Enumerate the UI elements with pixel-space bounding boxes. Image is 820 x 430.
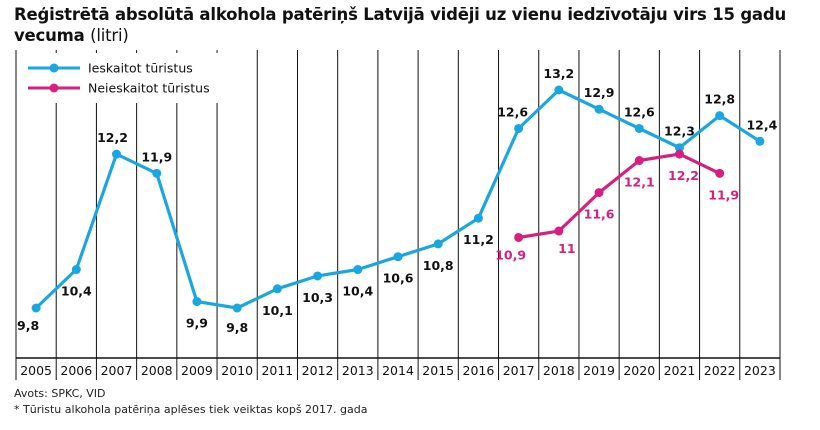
year-tick-label: 2010 xyxy=(221,363,253,378)
year-tick-label: 2008 xyxy=(141,363,173,378)
data-label: 12,1 xyxy=(624,175,655,190)
data-point xyxy=(594,104,604,114)
year-tick-label: 2012 xyxy=(302,363,334,378)
year-tick-label: 2020 xyxy=(623,363,655,378)
data-point xyxy=(554,85,564,95)
year-tick-label: 2007 xyxy=(101,363,133,378)
chart-title-unit: (litri) xyxy=(90,26,129,45)
data-point xyxy=(353,265,363,275)
data-label: 10,4 xyxy=(342,284,373,299)
year-tick-label: 2013 xyxy=(342,363,374,378)
legend-label: Ieskaitot tūristus xyxy=(88,61,193,76)
year-tick-label: 2006 xyxy=(60,363,92,378)
data-label: 13,2 xyxy=(543,66,574,81)
legend-swatch-marker xyxy=(49,63,59,73)
data-label: 11,9 xyxy=(708,187,739,202)
series-line-without-tourists xyxy=(518,152,721,240)
year-tick-label: 2009 xyxy=(181,363,213,378)
data-point xyxy=(634,123,644,133)
legend-background xyxy=(18,53,236,103)
data-label: 11,6 xyxy=(584,207,615,222)
data-point xyxy=(71,265,81,275)
legend-label: Neieskaitot tūristus xyxy=(88,81,210,96)
data-label: 11 xyxy=(558,241,575,256)
year-tick-label: 2018 xyxy=(543,363,575,378)
year-tick-label: 2023 xyxy=(744,363,776,378)
series-markers xyxy=(31,85,765,313)
year-tick-label: 2017 xyxy=(503,363,535,378)
year-tick-label: 2015 xyxy=(422,363,454,378)
source-note: Avots: SPKC, VID xyxy=(14,387,106,400)
data-point xyxy=(715,111,725,121)
legend-swatch-marker xyxy=(49,83,59,93)
data-label: 12,6 xyxy=(624,104,655,119)
data-label: 12,2 xyxy=(97,130,128,145)
legend: Ieskaitot tūristus Neieskaitot tūristus xyxy=(18,53,236,103)
data-label: 9,8 xyxy=(226,320,248,335)
data-point xyxy=(514,232,524,242)
data-point xyxy=(594,188,604,198)
data-label: 12,9 xyxy=(584,85,615,100)
data-label: 10,3 xyxy=(302,290,333,305)
data-point xyxy=(152,168,162,178)
data-point xyxy=(393,252,403,262)
data-label: 12,6 xyxy=(497,104,528,119)
data-label: 10,9 xyxy=(495,247,526,262)
data-label: 11,9 xyxy=(141,149,172,164)
data-label: 10,4 xyxy=(61,284,92,299)
data-point xyxy=(192,297,202,307)
data-point xyxy=(112,149,122,159)
data-label: 12,3 xyxy=(664,124,695,139)
year-tick-label: 2011 xyxy=(261,363,293,378)
year-tick-label: 2022 xyxy=(704,363,736,378)
data-label: 12,8 xyxy=(704,92,735,107)
data-point xyxy=(473,213,483,223)
data-label: 10,8 xyxy=(423,258,454,273)
data-label: 12,4 xyxy=(746,117,777,132)
data-point xyxy=(634,156,644,166)
data-point xyxy=(674,149,684,159)
data-label: 10,1 xyxy=(262,303,293,318)
year-tick-label: 2005 xyxy=(20,363,52,378)
data-point xyxy=(313,271,323,281)
year-tick-label: 2014 xyxy=(382,363,414,378)
year-tick-label: 2019 xyxy=(583,363,615,378)
data-point xyxy=(31,303,41,313)
data-point xyxy=(715,168,725,178)
x-axis-tick-labels: 2005 2006 2007 2008 2009 2010 2011 2012 2013 2014… xyxy=(20,363,776,378)
data-point xyxy=(514,123,524,133)
data-point xyxy=(755,136,765,146)
year-tick-label: 2016 xyxy=(463,363,495,378)
data-labels: 9,8 10,4 12,2 11,9 9,9 9,8 10,1 10,3 10,4 10,6 10,… xyxy=(17,66,778,335)
year-tick-label: 2021 xyxy=(664,363,696,378)
data-point xyxy=(232,303,242,313)
data-label: 9,8 xyxy=(17,318,39,333)
data-label: 12,2 xyxy=(668,168,699,183)
data-point xyxy=(674,143,684,153)
data-point xyxy=(272,284,282,294)
footnote: * Tūristu alkohola patēriņa aplēses tiek… xyxy=(14,403,368,416)
chart-title-text: Reģistrētā absolūtā alkohola patēriņš La… xyxy=(14,5,787,45)
data-point xyxy=(554,226,564,236)
data-point xyxy=(433,239,443,249)
data-label: 9,9 xyxy=(186,316,208,331)
chart-title: Reģistrētā absolūtā alkohola patēriņš La… xyxy=(14,4,804,46)
data-label: 10,6 xyxy=(383,271,414,286)
vertical-grid xyxy=(15,50,781,380)
data-label: 11,2 xyxy=(463,232,494,247)
